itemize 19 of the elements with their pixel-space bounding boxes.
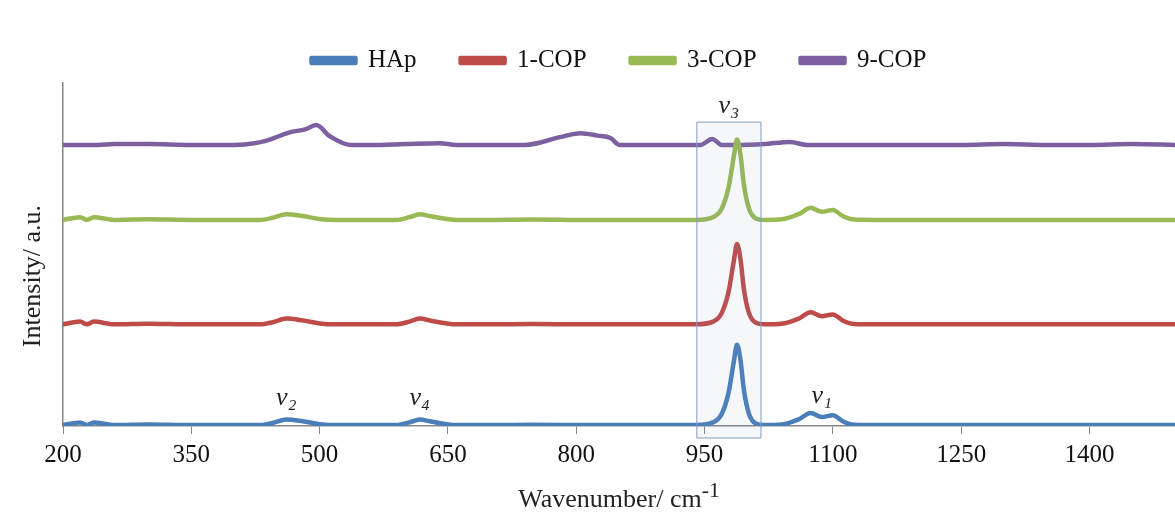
x-tick-label: 1250	[936, 439, 987, 467]
x-tick-label: 1100	[808, 439, 858, 467]
x-tick-label: 500	[300, 439, 339, 467]
legend-label: HAp	[368, 45, 417, 73]
text: v₃	[718, 89, 740, 119]
x-tick-label: 800	[557, 439, 595, 467]
annotation: v₂	[275, 382, 297, 412]
x-tick-label: 650	[429, 439, 467, 467]
x-tick-label: 200	[44, 439, 82, 467]
x-axis-title: Wavenumber/ cm$^{-1}$	[517, 478, 721, 514]
legend-label: 9-COP	[857, 45, 927, 73]
x-tick-label: 350	[172, 439, 211, 467]
legend-label: 3-COP	[687, 45, 757, 73]
x-tick-label: 1400	[1064, 439, 1115, 467]
x-tick-label: 950	[685, 439, 724, 467]
legend-label: 1-COP	[517, 45, 587, 73]
annotation: v₁	[811, 379, 833, 409]
annotation: v₄	[409, 382, 430, 412]
y-axis-title: Intensity/ a.u.	[17, 204, 47, 348]
